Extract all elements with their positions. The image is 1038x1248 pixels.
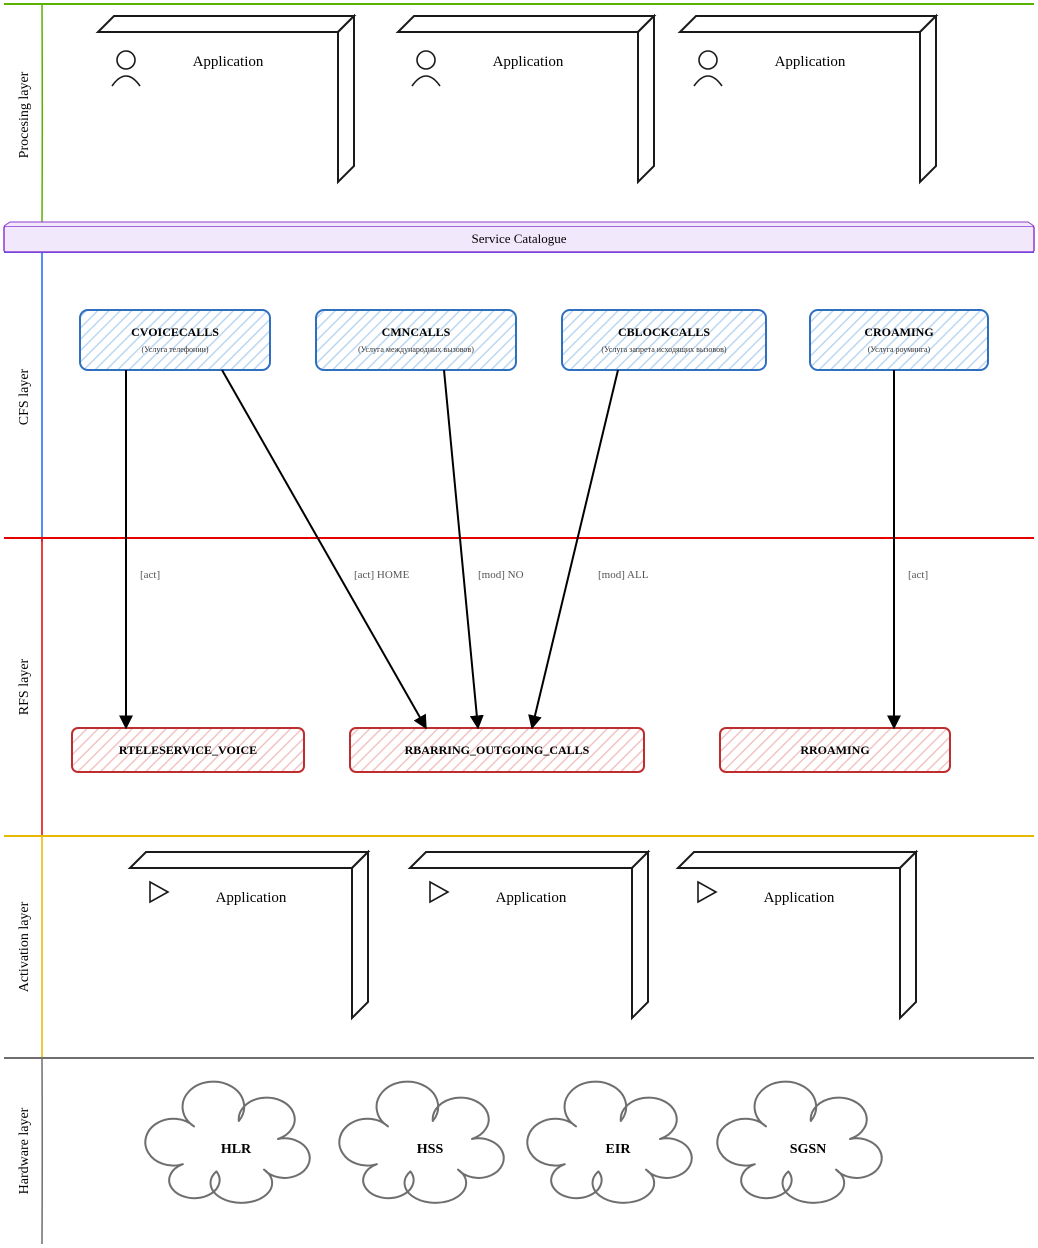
cfs-croam-sub: (Услуга роуминга) xyxy=(868,345,931,354)
cfs-box-cvoice: CVOICECALLS (Услуга телефонии) xyxy=(80,310,270,370)
layer-activation: Activation layer xyxy=(4,836,1034,1058)
activation-box-2: Application xyxy=(678,852,916,1018)
cloud-hlr: HLR xyxy=(145,1082,309,1203)
rfs-rtele-title: RTELESERVICE_VOICE xyxy=(119,743,257,757)
activation-box-0-label: Application xyxy=(216,890,287,906)
edge-3-label: [mod] ALL xyxy=(598,569,649,581)
cfs-cblock-title: CBLOCKCALLS xyxy=(618,325,710,339)
edge-1-label: [act] HOME xyxy=(354,569,410,581)
cfs-cmn-title: CMNCALLS xyxy=(382,325,451,339)
person-icon xyxy=(699,51,717,69)
layer-activation-label: Activation layer xyxy=(17,901,32,992)
activation-box-1-label: Application xyxy=(496,890,567,906)
activation-box-1: Application xyxy=(410,852,648,1018)
rfs-box-rtele: RTELESERVICE_VOICE xyxy=(72,728,304,772)
rfs-box-rbarr: RBARRING_OUTGOING_CALLS xyxy=(350,728,644,772)
processing-box-2-label: Application xyxy=(775,54,846,70)
cloud-0-label: HLR xyxy=(221,1142,252,1157)
cfs-cvoice-sub: (Услуга телефонии) xyxy=(141,345,208,354)
person-icon xyxy=(417,51,435,69)
processing-box-1: Application xyxy=(398,16,654,182)
edge-croam-rroam: [act] xyxy=(894,370,928,728)
service-catalogue-label: Service Catalogue xyxy=(472,231,567,246)
rfs-box-rroam: RROAMING xyxy=(720,728,950,772)
layer-processing: Procesing layer xyxy=(4,4,1034,226)
cloud-hss: HSS xyxy=(339,1082,503,1203)
layer-rfs: RFS layer xyxy=(4,538,1034,836)
cfs-cmn-sub: (Услуга международных вызовов) xyxy=(358,345,474,354)
play-icon xyxy=(150,882,168,902)
layer-processing-label: Procesing layer xyxy=(17,71,32,158)
person-icon xyxy=(117,51,135,69)
activation-box-2-label: Application xyxy=(764,890,835,906)
edge-0-label: [act] xyxy=(140,569,160,581)
play-icon xyxy=(698,882,716,902)
cloud-1-label: HSS xyxy=(417,1142,444,1157)
processing-box-2: Application xyxy=(680,16,936,182)
edge-cvoice-rbarr: [act] HOME xyxy=(222,370,426,728)
rfs-rbarr-title: RBARRING_OUTGOING_CALLS xyxy=(405,743,590,757)
layer-cfs-label: CFS layer xyxy=(17,368,32,425)
play-icon xyxy=(430,882,448,902)
cfs-box-croam: CROAMING (Услуга роуминга) xyxy=(810,310,988,370)
processing-box-0-label: Application xyxy=(193,54,264,70)
processing-box-1-label: Application xyxy=(493,54,564,70)
service-catalogue-bar: Service Catalogue xyxy=(4,222,1034,252)
cloud-3-label: SGSN xyxy=(790,1142,827,1157)
cloud-2-label: EIR xyxy=(606,1142,632,1157)
rfs-rroam-title: RROAMING xyxy=(800,743,869,757)
cloud-eir: EIR xyxy=(527,1082,691,1203)
activation-box-0: Application xyxy=(130,852,368,1018)
cfs-box-cblock: CBLOCKCALLS (Услуга запрета исходящих выз… xyxy=(562,310,766,370)
edge-cvoice-rtele: [act] xyxy=(126,370,160,728)
processing-box-0: Application xyxy=(98,16,354,182)
edge-cblock-rbarr: [mod] ALL xyxy=(532,370,649,728)
layer-hardware-label: Hardware layer xyxy=(17,1107,32,1194)
edge-4-label: [act] xyxy=(908,569,928,581)
cfs-box-cmn: CMNCALLS (Услуга международных вызовов) xyxy=(316,310,516,370)
cloud-sgsn: SGSN xyxy=(717,1082,881,1203)
edge-cmn-rbarr: [mod] NO xyxy=(444,370,524,728)
cfs-cblock-sub: (Услуга запрета исходящих вызовов) xyxy=(601,345,726,354)
edge-2-label: [mod] NO xyxy=(478,569,524,581)
cfs-cvoice-title: CVOICECALLS xyxy=(131,325,219,339)
layer-rfs-label: RFS layer xyxy=(17,658,32,715)
cfs-croam-title: CROAMING xyxy=(864,325,933,339)
layer-cfs: CFS layer xyxy=(4,252,1034,542)
